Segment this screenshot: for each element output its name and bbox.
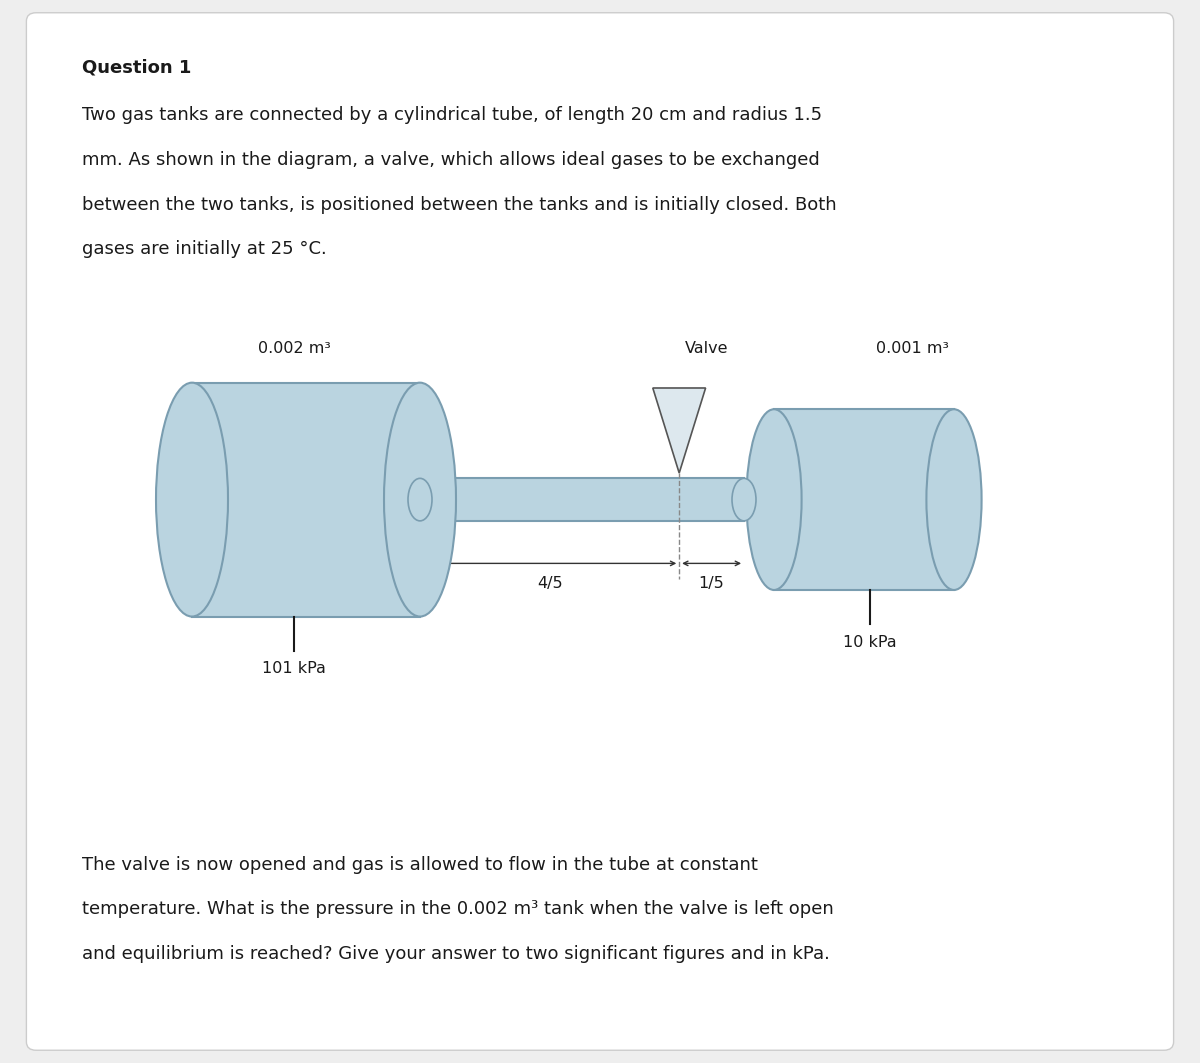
Bar xyxy=(774,409,954,590)
Text: temperature. What is the pressure in the 0.002 m³ tank when the valve is left op: temperature. What is the pressure in the… xyxy=(82,900,833,918)
Polygon shape xyxy=(653,388,706,473)
Text: 0.002 m³: 0.002 m³ xyxy=(258,341,330,356)
Ellipse shape xyxy=(156,383,228,617)
Text: The valve is now opened and gas is allowed to flow in the tube at constant: The valve is now opened and gas is allow… xyxy=(82,856,757,874)
Ellipse shape xyxy=(384,383,456,617)
Text: gases are initially at 25 °C.: gases are initially at 25 °C. xyxy=(82,240,326,258)
Ellipse shape xyxy=(926,409,982,590)
Text: Question 1: Question 1 xyxy=(82,58,191,77)
Bar xyxy=(420,478,744,521)
Text: 4/5: 4/5 xyxy=(536,576,563,591)
Ellipse shape xyxy=(408,478,432,521)
Ellipse shape xyxy=(732,478,756,521)
Ellipse shape xyxy=(746,409,802,590)
Bar xyxy=(192,383,420,617)
Text: mm. As shown in the diagram, a valve, which allows ideal gases to be exchanged: mm. As shown in the diagram, a valve, wh… xyxy=(82,151,820,169)
Text: 10 kPa: 10 kPa xyxy=(844,635,896,649)
Text: between the two tanks, is positioned between the tanks and is initially closed. : between the two tanks, is positioned bet… xyxy=(82,196,836,214)
Text: and equilibrium is reached? Give your answer to two significant figures and in k: and equilibrium is reached? Give your an… xyxy=(82,945,829,963)
Text: 1/5: 1/5 xyxy=(698,576,725,591)
Text: 0.001 m³: 0.001 m³ xyxy=(876,341,949,356)
Text: Valve: Valve xyxy=(685,341,728,356)
Text: 101 kPa: 101 kPa xyxy=(262,661,326,676)
FancyBboxPatch shape xyxy=(26,13,1174,1050)
Text: Two gas tanks are connected by a cylindrical tube, of length 20 cm and radius 1.: Two gas tanks are connected by a cylindr… xyxy=(82,106,822,124)
